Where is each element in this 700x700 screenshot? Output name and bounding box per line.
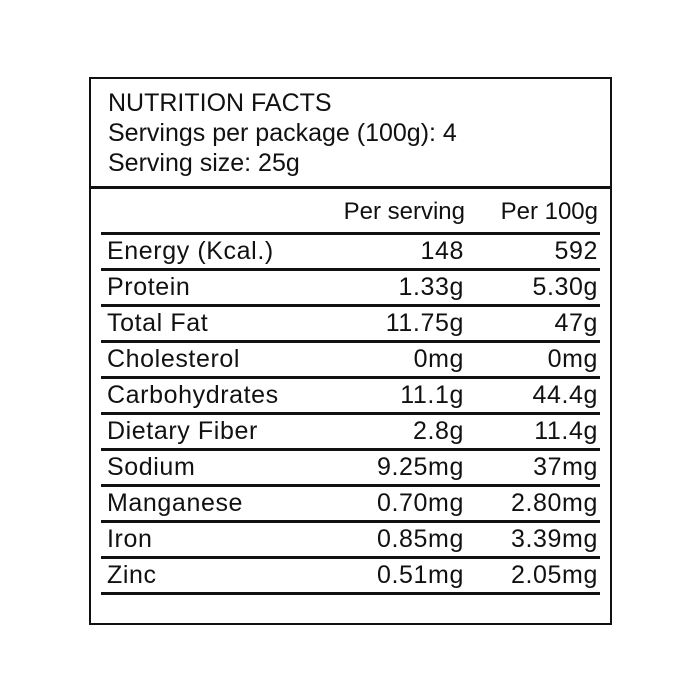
column-header-per-100g: Per 100g xyxy=(500,198,598,225)
serving-size: Serving size: 25g xyxy=(108,149,300,177)
table-row: Total Fat 11.75g 47g xyxy=(101,304,600,340)
per-100g-value: 11.4g xyxy=(534,417,598,445)
nutrient-table: Energy (Kcal.) 148 592 Protein 1.33g 5.3… xyxy=(101,232,600,595)
table-row: Cholesterol 0mg 0mg xyxy=(101,340,600,376)
per-100g-value: 2.05mg xyxy=(511,561,598,589)
servings-per-package: Servings per package (100g): 4 xyxy=(108,119,457,147)
nutrient-name: Dietary Fiber xyxy=(107,417,258,445)
per-100g-value: 592 xyxy=(554,237,598,265)
nutrient-name: Iron xyxy=(107,525,153,553)
per-serving-value: 11.1g xyxy=(400,381,464,409)
nutrition-label: NUTRITION FACTS Servings per package (10… xyxy=(89,77,612,625)
per-serving-value: 11.75g xyxy=(385,309,464,337)
column-header-per-serving: Per serving xyxy=(343,198,465,225)
column-headers: Per serving Per 100g xyxy=(91,192,610,232)
nutrient-name: Cholesterol xyxy=(107,345,241,373)
table-row: Sodium 9.25mg 37mg xyxy=(101,448,600,484)
per-serving-value: 1.33g xyxy=(398,273,464,301)
table-row: Zinc 0.51mg 2.05mg xyxy=(101,556,600,595)
table-row: Manganese 0.70mg 2.80mg xyxy=(101,484,600,520)
per-100g-value: 44.4g xyxy=(532,381,598,409)
per-serving-value: 9.25mg xyxy=(377,453,464,481)
table-row: Energy (Kcal.) 148 592 xyxy=(101,232,600,268)
table-row: Dietary Fiber 2.8g 11.4g xyxy=(101,412,600,448)
per-serving-value: 0mg xyxy=(413,345,464,373)
per-serving-value: 148 xyxy=(420,237,464,265)
per-serving-value: 0.85mg xyxy=(377,525,464,553)
per-100g-value: 2.80mg xyxy=(511,489,598,517)
nutrient-name: Total Fat xyxy=(107,309,209,337)
nutrient-name: Manganese xyxy=(107,489,244,517)
per-100g-value: 0mg xyxy=(547,345,598,373)
table-row: Carbohydrates 11.1g 44.4g xyxy=(101,376,600,412)
per-100g-value: 3.39mg xyxy=(511,525,598,553)
label-header: NUTRITION FACTS Servings per package (10… xyxy=(108,88,598,178)
per-serving-value: 2.8g xyxy=(412,417,464,445)
per-serving-value: 0.70mg xyxy=(377,489,464,517)
nutrient-name: Protein xyxy=(107,273,191,301)
per-serving-value: 0.51mg xyxy=(377,561,464,589)
nutrient-name: Energy (Kcal.) xyxy=(107,237,274,265)
per-100g-value: 37mg xyxy=(533,453,598,481)
header-divider xyxy=(91,186,610,189)
nutrient-name: Sodium xyxy=(107,453,196,481)
per-100g-value: 5.30g xyxy=(532,273,598,301)
nutrient-name: Carbohydrates xyxy=(107,381,279,409)
nutrient-name: Zinc xyxy=(107,561,157,589)
label-title: NUTRITION FACTS xyxy=(108,89,332,117)
per-100g-value: 47g xyxy=(554,309,598,337)
table-row: Protein 1.33g 5.30g xyxy=(101,268,600,304)
table-row: Iron 0.85mg 3.39mg xyxy=(101,520,600,556)
